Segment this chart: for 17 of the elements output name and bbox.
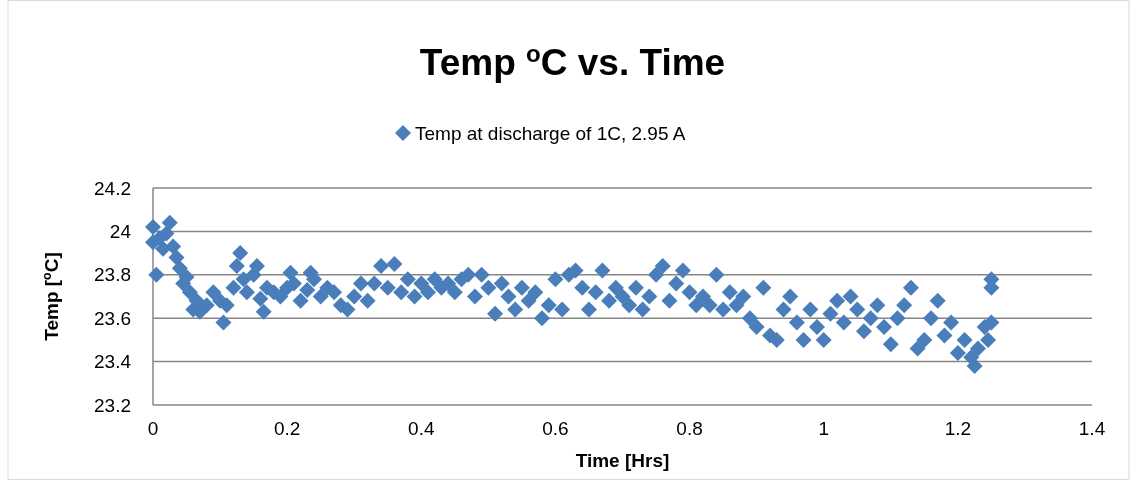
y-tick-label: 23.2	[94, 394, 131, 416]
legend-label: Temp at discharge of 1C, 2.95 A	[415, 122, 686, 144]
x-tick-label: 0	[147, 418, 159, 439]
y-tick-label: 23.8	[94, 264, 131, 286]
x-tick-label: 0.2	[273, 418, 301, 439]
y-tick-label: 24.2	[94, 177, 131, 199]
x-axis-title: Time [Hrs]	[575, 450, 670, 471]
x-tick-label: 1.4	[1078, 418, 1106, 439]
x-tick-label: 0.6	[542, 418, 569, 439]
x-tick-label: 1.2	[944, 418, 972, 439]
y-tick-label: 24	[109, 221, 132, 243]
x-tick-label: 0.8	[676, 418, 703, 439]
chart-title: Temp $^{o}$C vs. Time	[419, 39, 726, 83]
x-tick-label: 1	[818, 418, 829, 439]
y-tick-label: 23.6	[94, 307, 131, 329]
x-tick-label: 0.4	[408, 418, 435, 439]
y-tick-label: 23.4	[94, 351, 132, 373]
